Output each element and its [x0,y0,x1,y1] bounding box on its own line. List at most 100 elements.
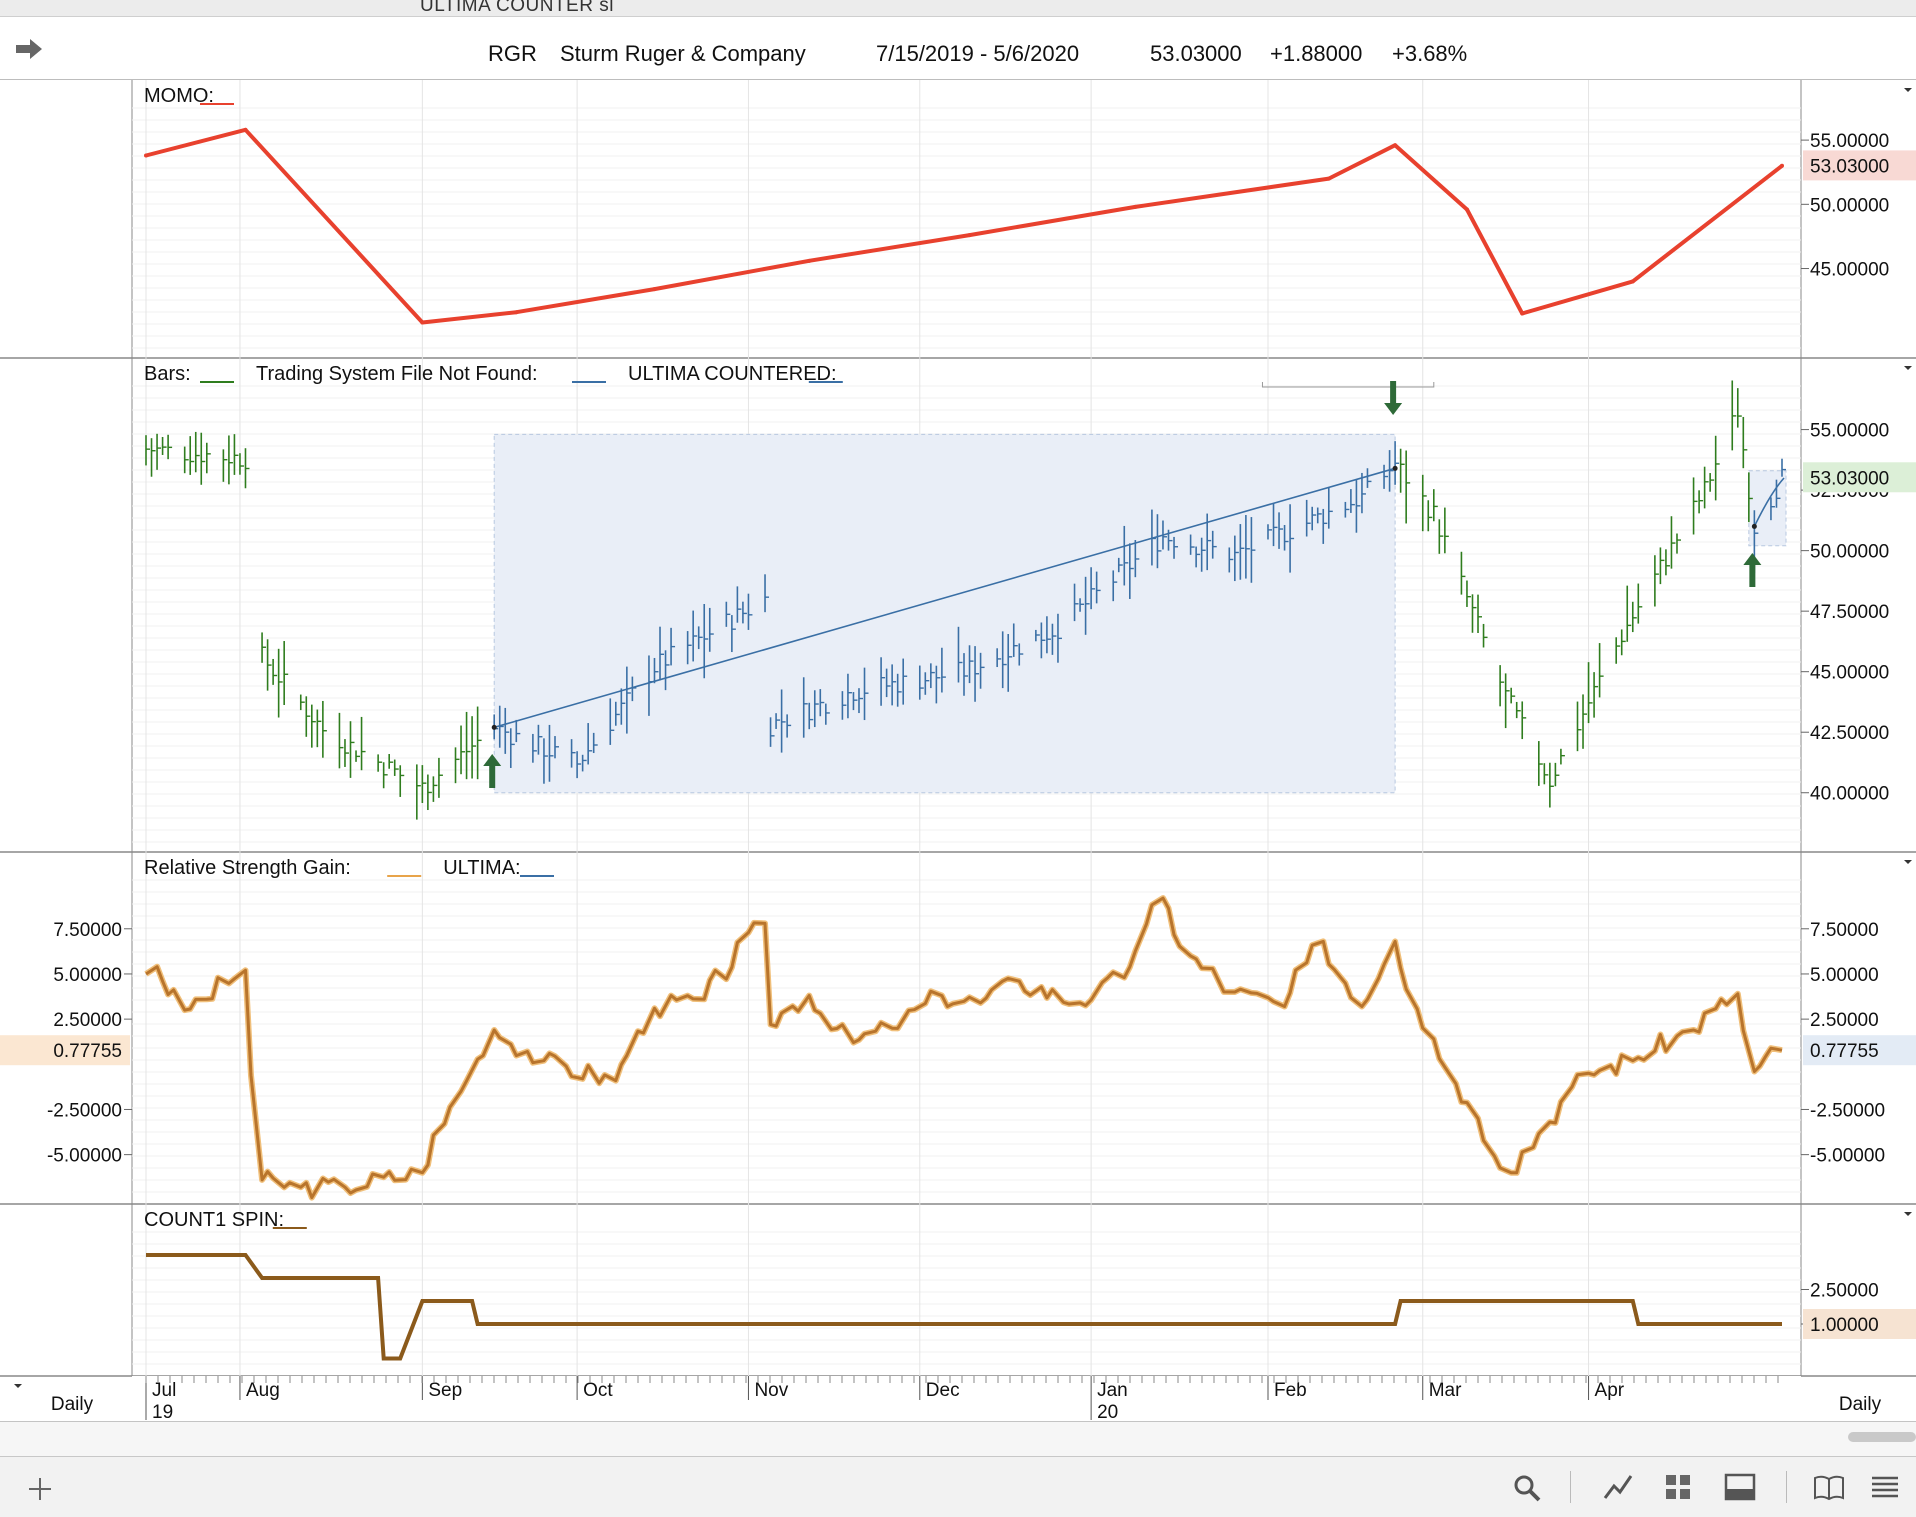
month-label: Jan [1097,1380,1128,1401]
month-label: Aug [246,1380,280,1401]
month-label: Apr [1595,1380,1625,1401]
period-menu-icon[interactable] [14,1384,22,1388]
date-axis-bg [132,1376,1801,1422]
y-tick-label-left: -5.00000 [47,1146,122,1167]
grid-icon[interactable] [1664,1473,1692,1501]
last-price: 53.03000 [1150,41,1242,66]
sell-signal-arrow-icon [1384,381,1403,416]
momo-point [1326,176,1331,181]
y-tick-label: 45.00000 [1810,260,1889,281]
legend-label: Relative Strength Gain: [144,857,351,879]
momo-point [144,153,148,158]
last-value-label: 1.00000 [1810,1315,1879,1336]
toolbar-divider [1786,1471,1787,1503]
company-name: Sturm Ruger & Company [560,41,806,66]
last-value-label: 53.03000 [1810,468,1889,489]
add-icon[interactable] [26,1475,54,1503]
y-tick-label-left: 2.50000 [53,1010,122,1031]
date-range: 7/15/2019 - 5/6/2020 [876,41,1080,66]
last-value-badge [1803,150,1916,181]
legend-label: ULTIMA COUNTERED: [628,363,837,385]
period-label-right: Daily [1839,1394,1882,1415]
momo-point [1780,163,1784,168]
momo-point [807,258,812,263]
panel-menu-icon[interactable] [1904,366,1912,370]
y-tick-label: -2.50000 [1810,1100,1885,1121]
momo-line [145,127,1784,325]
legend-label: ULTIMA: [443,857,520,879]
month-label: Dec [926,1380,960,1401]
toolbar-divider [1570,1471,1571,1503]
trend-anchor-point [1392,465,1398,471]
rsg-line [145,896,1783,1200]
bottom-toolbar [0,1456,1916,1517]
last-value-badge [1803,1035,1916,1066]
book-icon[interactable] [1812,1473,1846,1501]
y-tick-label: 2.50000 [1810,1281,1879,1302]
search-icon[interactable] [1512,1473,1542,1503]
y-tick-label-left: 7.50000 [53,920,122,941]
price-change-pct: +3.68% [1392,41,1468,66]
month-label: Jul [152,1380,176,1401]
momo-point [652,287,657,292]
legend-label: MOMO: [144,85,214,107]
y-tick-label: 45.00000 [1810,663,1889,684]
month-label: Mar [1429,1380,1462,1401]
momo-point [514,310,519,315]
month-label: Nov [754,1380,788,1401]
trend-anchor-point [1751,523,1757,529]
momo-point [967,233,972,238]
y-tick-label-left: 5.00000 [53,965,122,986]
ultima-trend-line [493,467,1396,729]
y-tick-label: 50.00000 [1810,195,1889,216]
menu-icon[interactable] [1870,1473,1900,1501]
panel-menu-icon[interactable] [1904,1212,1912,1216]
horizontal-scrollbar[interactable] [0,1422,1916,1456]
line-chart-icon[interactable] [1602,1471,1634,1503]
panel-menu-icon[interactable] [1904,860,1912,864]
last-value-label: 53.03000 [1810,156,1889,177]
momo-point [1133,204,1138,209]
panel-layout-icon[interactable] [1724,1473,1756,1501]
range-bracket [1261,382,1435,388]
month-label: Sep [428,1380,462,1401]
forward-arrow-icon[interactable] [14,37,44,61]
trend-anchor-point [491,724,497,730]
momo-point [243,127,248,132]
scrollbar-thumb[interactable] [1848,1432,1916,1442]
momo-point [1393,143,1398,148]
y-tick-label-left: -2.50000 [47,1100,122,1121]
year-label: 19 [152,1402,173,1422]
legend-label: COUNT1 SPIN: [144,1209,284,1231]
momo-point [1630,279,1635,284]
last-value-badge-left [0,1035,130,1066]
panel-menu-icon[interactable] [1904,88,1912,92]
momo-point [420,320,425,325]
price-change: +1.88000 [1270,41,1363,66]
y-tick-label: 42.50000 [1810,723,1889,744]
month-label: Oct [583,1380,613,1401]
window-title-bar: ULTIMA COUNTER sl [0,0,1916,17]
last-value-badge [1803,1309,1916,1339]
y-tick-label: 7.50000 [1810,920,1879,941]
y-tick-label: 55.00000 [1810,131,1889,152]
y-tick-label: 50.00000 [1810,542,1889,563]
ultima-trend-line [1753,477,1785,527]
legend-label: Bars: [144,363,191,385]
month-label: Feb [1274,1380,1307,1401]
last-value-badge [1803,462,1916,493]
momo-point [1464,207,1469,212]
y-tick-label: 47.50000 [1810,602,1889,623]
momo-point [1520,311,1525,316]
y-tick-label: 55.00000 [1810,421,1889,442]
period-label-left: Daily [51,1394,94,1415]
last-value-label-left: 0.77755 [53,1041,122,1062]
y-tick-label: -5.00000 [1810,1146,1885,1167]
last-value-label: 0.77755 [1810,1041,1879,1062]
year-label: 20 [1097,1402,1118,1422]
buy-signal-arrow-icon [1743,553,1762,588]
buy-signal-arrow-icon [483,754,502,788]
window-title: ULTIMA COUNTER sl [420,0,614,16]
y-tick-label: 5.00000 [1810,965,1879,986]
